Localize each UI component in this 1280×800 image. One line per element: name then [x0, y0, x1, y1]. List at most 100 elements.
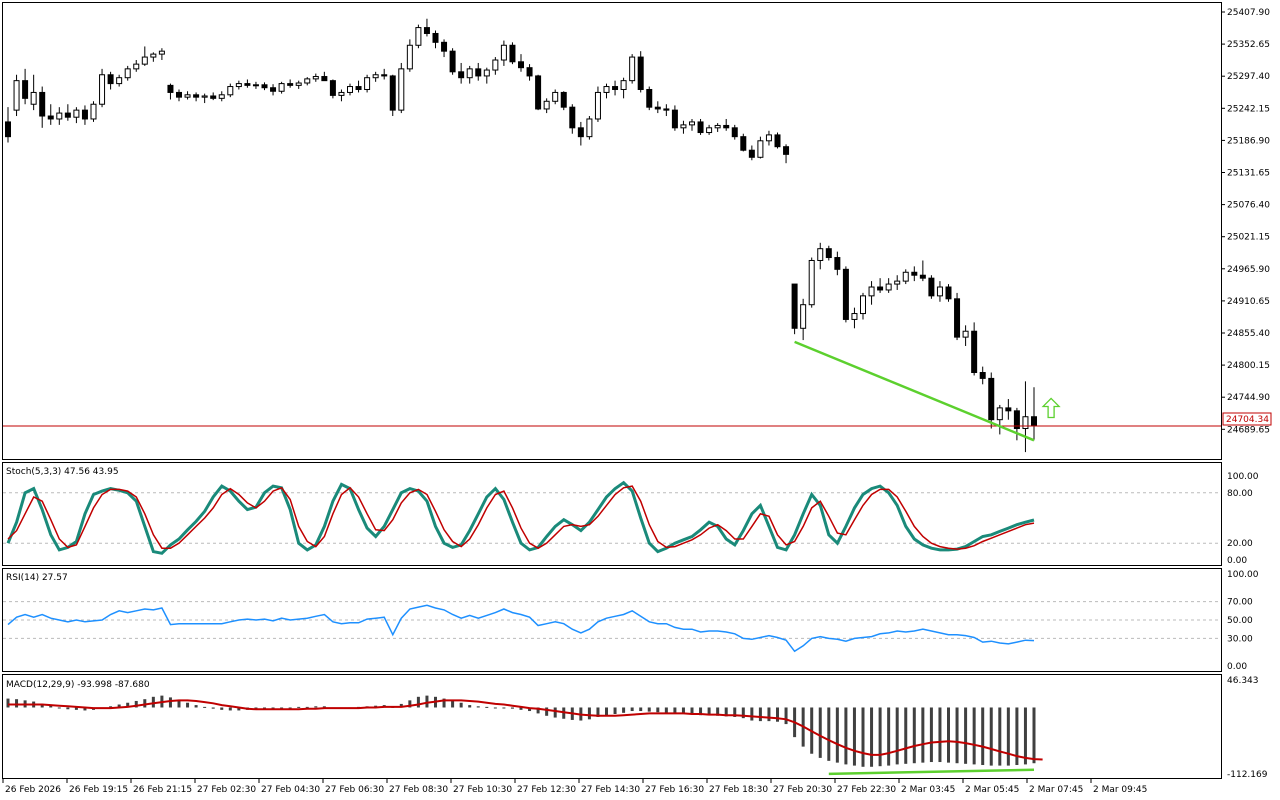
- price-axis-label: 25131.65: [1227, 169, 1270, 179]
- macd-histogram-bar: [186, 702, 190, 708]
- candle-body: [364, 77, 371, 90]
- candle-body: [133, 63, 140, 70]
- macd-histogram-bar: [322, 706, 326, 708]
- candle-body: [355, 86, 362, 90]
- candle-body: [389, 75, 396, 111]
- candle-body: [671, 109, 678, 129]
- candle-body: [500, 44, 507, 61]
- macd-histogram-bar: [288, 707, 292, 709]
- candle-body: [201, 95, 208, 98]
- macd-histogram-bar: [861, 707, 865, 767]
- macd-histogram-bar: [938, 707, 942, 763]
- time-axis-label: 26 Feb 19:15: [69, 785, 128, 795]
- macd-histogram-bar: [263, 707, 266, 709]
- price-axis-label: 24744.90: [1227, 393, 1270, 403]
- macd-histogram-bar: [681, 707, 685, 715]
- macd-histogram-bar: [981, 707, 985, 766]
- macd-histogram-bar: [673, 707, 677, 714]
- candle-body: [278, 83, 285, 92]
- stoch-chart: [3, 480, 1221, 555]
- candle-body: [954, 298, 961, 338]
- macd-histogram-bar: [237, 707, 241, 711]
- candle-body: [731, 127, 738, 138]
- main-line: [6, 480, 1035, 555]
- price-axis-label: 25021.15: [1227, 233, 1270, 243]
- price-axis-label: 25297.40: [1227, 72, 1270, 82]
- time-axis-label: 2 Mar 09:45: [1093, 785, 1147, 795]
- candle-body: [30, 91, 37, 105]
- candle-body: [663, 108, 670, 111]
- macd-histogram-bar: [758, 707, 762, 722]
- candle-body: [423, 27, 430, 34]
- macd-histogram-bar: [947, 707, 950, 763]
- candle-body: [295, 82, 302, 86]
- price-axis-label: 24689.65: [1227, 425, 1270, 435]
- macd-histogram-bar: [818, 707, 822, 758]
- macd-histogram-bar: [15, 699, 19, 708]
- candle-body: [535, 75, 542, 110]
- macd-histogram-bar: [536, 707, 540, 714]
- macd-histogram-bar: [49, 705, 53, 708]
- macd-histogram-bar: [904, 707, 908, 764]
- time-axis-label: 27 Feb 10:30: [453, 785, 512, 795]
- candle-body: [962, 330, 969, 338]
- macd-histogram-bar: [168, 697, 172, 708]
- candle-body: [740, 136, 747, 151]
- macd-histogram-bar: [707, 707, 711, 716]
- stoch-panel[interactable]: [2, 462, 1222, 566]
- candlestick-chart: [3, 18, 1221, 453]
- macd-histogram-bar: [271, 707, 275, 709]
- macd-histogram-bar: [528, 707, 532, 712]
- candle-body: [415, 27, 422, 46]
- macd-panel[interactable]: [2, 674, 1222, 779]
- macd-histogram-bar: [921, 707, 925, 763]
- candle-body: [458, 71, 465, 79]
- macd-histogram-bar: [297, 706, 301, 708]
- rsi-chart: [3, 601, 1221, 653]
- candle-body: [594, 91, 601, 120]
- candle-body: [176, 91, 182, 98]
- candle-body: [141, 56, 148, 65]
- macd-histogram-bar: [502, 707, 506, 709]
- candle-body: [825, 248, 832, 259]
- macd-histogram-bar: [596, 707, 600, 717]
- candle-body: [270, 87, 277, 92]
- macd-histogram-bar: [117, 704, 121, 708]
- candle-body: [706, 127, 713, 134]
- candle-body: [432, 32, 439, 43]
- candle-body: [398, 68, 405, 111]
- candle-body: [928, 277, 935, 297]
- candle-body: [808, 259, 815, 306]
- macd-histogram-bar: [151, 696, 155, 708]
- candle-body: [261, 84, 268, 89]
- up-arrow-icon: [1041, 397, 1061, 419]
- time-axis-label: 26 Feb 2026: [5, 785, 61, 795]
- time-axis-label: 26 Feb 21:15: [133, 785, 192, 795]
- candle-body: [800, 304, 807, 329]
- macd-histogram-bar: [776, 707, 779, 722]
- price-axis-label: 25407.90: [1227, 8, 1270, 18]
- candle-body: [919, 274, 926, 279]
- candle-body: [483, 69, 490, 77]
- macd-histogram-bar: [6, 698, 10, 708]
- candle-body: [338, 91, 345, 96]
- candle-body: [167, 84, 174, 93]
- candle-body: [543, 100, 550, 110]
- candle-body: [22, 80, 29, 99]
- candle-body: [13, 80, 20, 111]
- macd-histogram-bar: [929, 707, 933, 763]
- candle-body: [321, 76, 328, 82]
- macd-histogram-bar: [126, 702, 130, 708]
- candle-body: [817, 248, 824, 261]
- candle-body: [158, 50, 165, 55]
- time-axis-label: 27 Feb 02:30: [197, 785, 256, 795]
- main-chart-panel[interactable]: [2, 2, 1222, 460]
- macd-signal-line: [8, 699, 1043, 761]
- time-axis-label: 27 Feb 16:30: [645, 785, 704, 795]
- candle-body: [1031, 416, 1037, 427]
- macd-histogram-bar: [741, 707, 745, 719]
- macd-histogram-bar: [228, 707, 232, 711]
- macd-histogram-bar: [57, 707, 61, 709]
- candle-body: [449, 50, 456, 73]
